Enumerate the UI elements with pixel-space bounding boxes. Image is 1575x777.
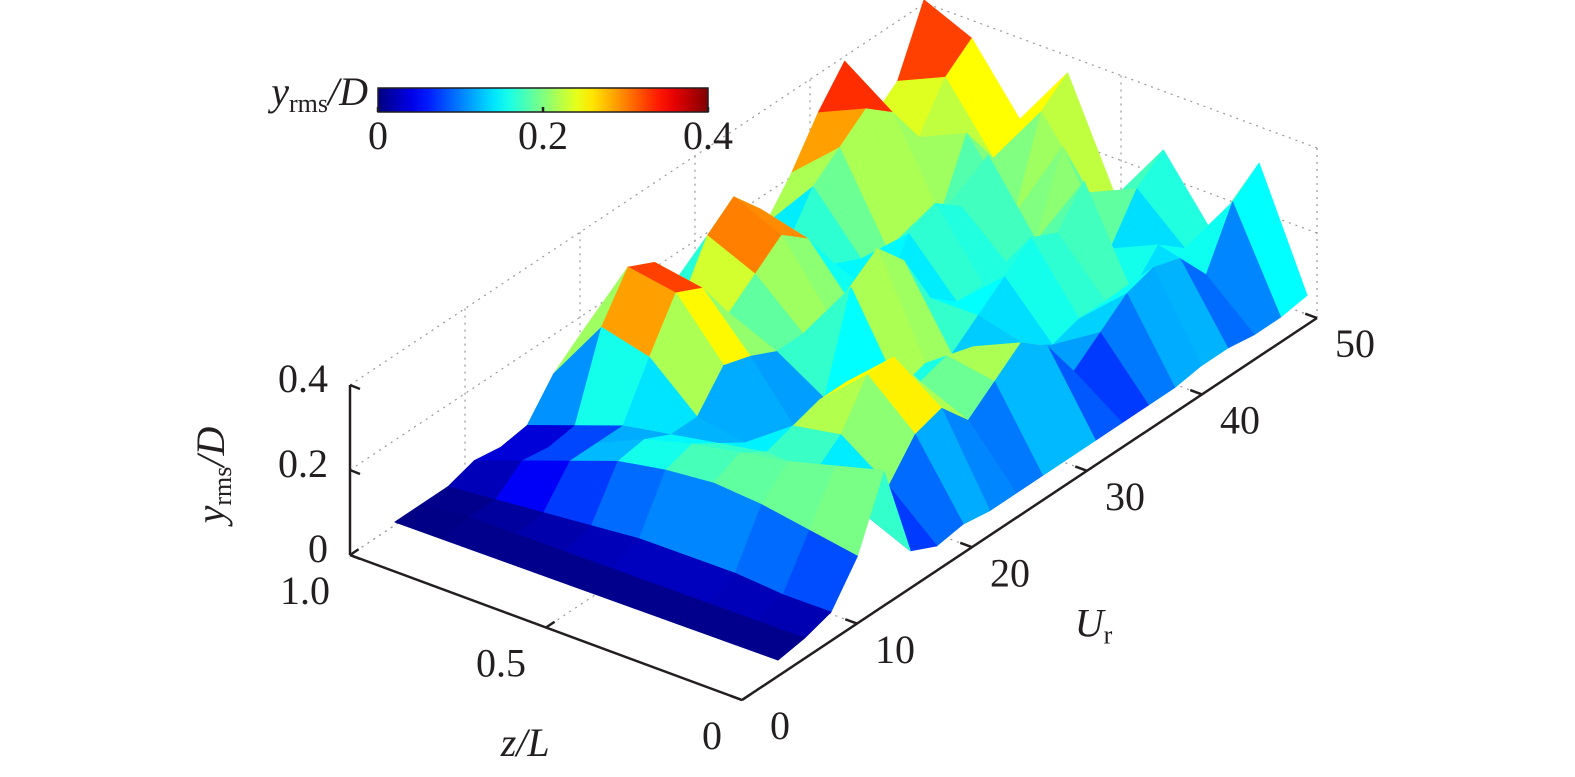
- colorbar-tick-label: 0.2: [518, 113, 568, 158]
- colorbar-label-main: y: [267, 69, 289, 114]
- y-tick: [741, 693, 752, 702]
- z-label-main: y: [188, 505, 233, 527]
- z-label-rest: /D: [188, 427, 233, 469]
- z-tick-label: 0.4: [278, 356, 328, 401]
- y-axis-label: z/L: [500, 720, 550, 765]
- x-tick: [844, 618, 858, 625]
- x-tick-label: 0: [770, 703, 790, 748]
- x-tick-label: 10: [875, 627, 915, 672]
- x-tick: [729, 694, 743, 702]
- x-tick: [1304, 312, 1318, 320]
- surface-patch: [817, 60, 894, 114]
- x-axis: [741, 316, 1318, 702]
- x-tick-label: 50: [1335, 321, 1375, 366]
- x-axis-label: Ur: [1075, 601, 1113, 650]
- x-tick: [959, 541, 973, 549]
- surface: [394, 0, 1308, 661]
- z-tick: [349, 468, 361, 476]
- z-tick: [349, 553, 361, 561]
- z-label-sub: rms: [208, 467, 237, 506]
- x-label-main: U: [1075, 601, 1107, 646]
- surface-patch: [729, 620, 805, 661]
- y-tick-label: 1.0: [280, 568, 330, 613]
- colorbar-tick-label: 0: [368, 113, 388, 158]
- y-tick-label: 0: [702, 713, 722, 758]
- x-tick-label: 30: [1105, 474, 1145, 519]
- y-tick: [545, 620, 556, 629]
- colorbar-label: yrms/D: [267, 69, 368, 118]
- z-axis-label: yrms/D: [188, 427, 237, 528]
- x-tick: [1189, 388, 1203, 396]
- colorbar-label-sub: rms: [289, 89, 328, 118]
- z-tick-label: 0: [308, 526, 328, 571]
- x-tick-label: 20: [990, 550, 1030, 595]
- grid-line: [349, 2, 926, 386]
- x-tick: [1074, 465, 1088, 472]
- y-tick: [349, 548, 360, 557]
- y-tick-label: 0.5: [476, 641, 526, 686]
- colorbar-tick-label: 0.4: [683, 113, 733, 158]
- x-label-sub: r: [1104, 621, 1113, 650]
- z-tick-label: 0.2: [278, 441, 328, 486]
- x-tick-label: 40: [1220, 398, 1260, 443]
- z-tick: [349, 383, 361, 391]
- colorbar-label-rest: /D: [326, 69, 368, 114]
